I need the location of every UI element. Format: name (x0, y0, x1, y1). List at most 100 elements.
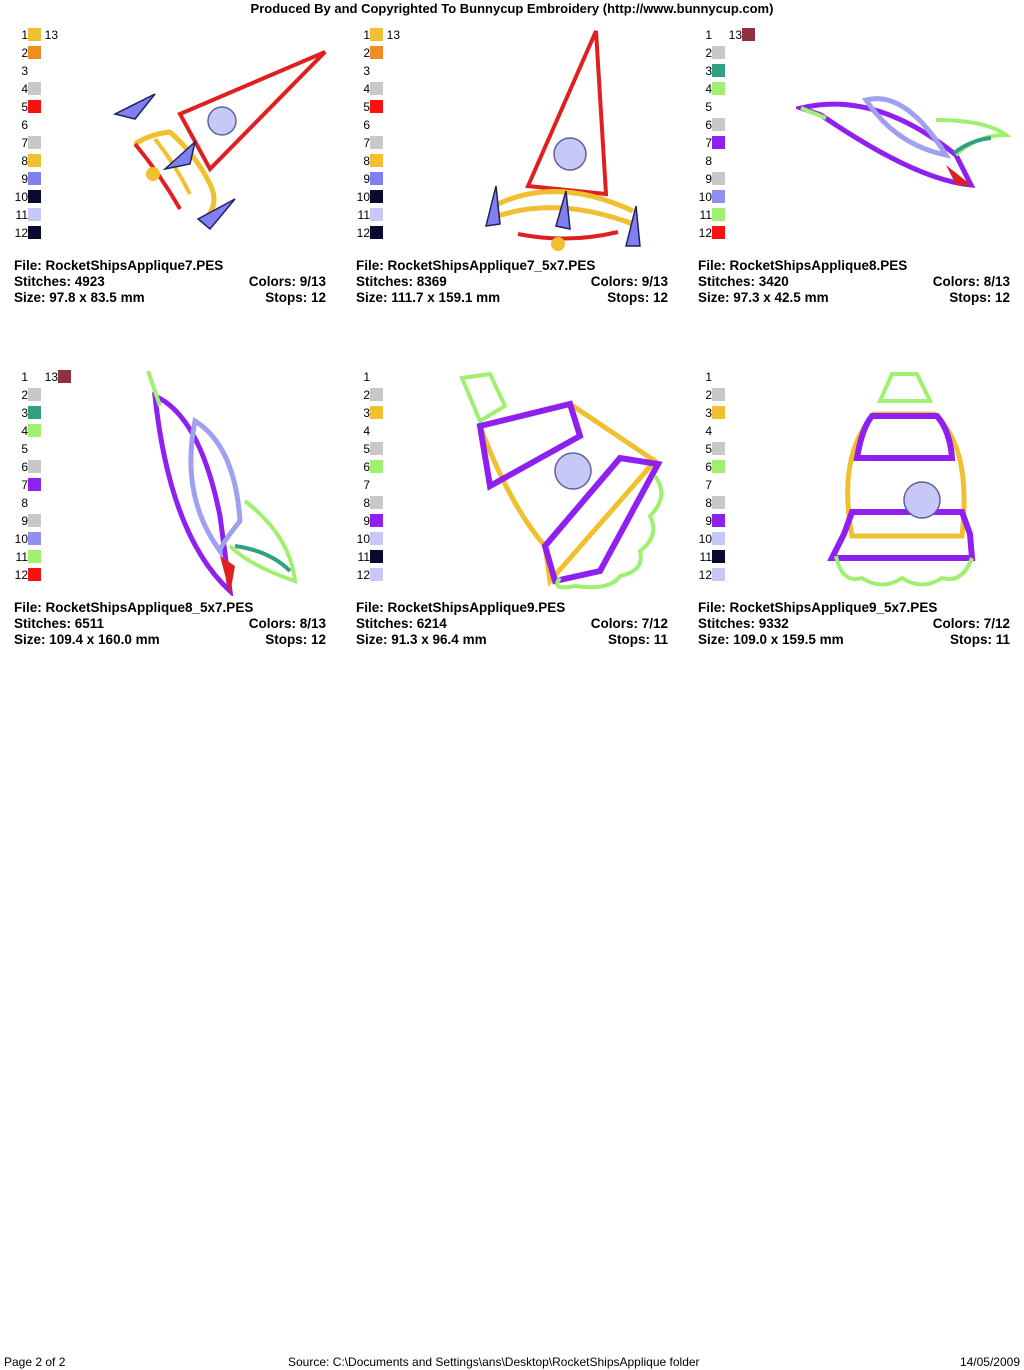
swatch-number: 6 (705, 460, 712, 474)
color-swatch-row: 10 (14, 532, 44, 546)
swatch-number: 1 (21, 370, 28, 384)
color-count: Colors: 8/13 (248, 616, 326, 631)
swatch-color-box (28, 370, 41, 383)
swatch-number: 10 (698, 532, 712, 546)
swatch-number: 5 (363, 100, 370, 114)
swatch-number: 9 (21, 514, 28, 528)
swatch-number: 2 (363, 46, 370, 60)
swatch-color-box (370, 496, 383, 509)
color-swatch-row: 6 (14, 460, 44, 474)
swatch-color-box (742, 28, 755, 41)
file-name: File: RocketShipsApplique9.PES (356, 600, 566, 615)
color-swatch-row: 1 (356, 28, 386, 42)
swatch-number: 13 (44, 370, 58, 384)
swatch-number: 12 (356, 226, 370, 240)
swatch-number: 2 (705, 388, 712, 402)
swatch-color-box (712, 406, 725, 419)
swatch-number: 4 (363, 424, 370, 438)
print-date: 14/05/2009 (959, 1355, 1020, 1369)
swatch-color-box (28, 118, 41, 131)
swatch-color-box (370, 478, 383, 491)
swatch-number: 4 (363, 82, 370, 96)
color-swatch-row: 2 (356, 388, 386, 402)
color-swatch-row: 2 (356, 46, 386, 60)
swatch-number: 5 (705, 442, 712, 456)
swatch-color-box (28, 532, 41, 545)
color-swatch-row: 12 (356, 568, 386, 582)
swatch-number: 2 (21, 46, 28, 60)
swatch-number: 3 (21, 406, 28, 420)
color-count: Colors: 9/13 (248, 274, 326, 289)
design-size: Size: 111.7 x 159.1 mm (356, 290, 501, 305)
swatch-color-box (28, 136, 41, 149)
color-swatch-row: 12 (356, 226, 386, 240)
swatch-number: 9 (705, 514, 712, 528)
swatch-number: 10 (14, 532, 28, 546)
design-card: 1 2 3 4 5 6 7 8 9 10 11 12 13 File: RocketShipsAppliq… (14, 28, 344, 328)
swatch-color-box (712, 226, 725, 239)
swatch-number: 10 (698, 190, 712, 204)
swatch-number: 7 (21, 478, 28, 492)
stitch-count: Stitches: 9332 (698, 616, 789, 631)
swatch-color-box (712, 154, 725, 167)
design-card: 1 2 3 4 5 6 7 8 9 10 11 12 13 File: RocketShipsAppliq… (356, 28, 686, 328)
swatch-color-box (370, 82, 383, 95)
file-name: File: RocketShipsApplique7.PES (14, 258, 224, 273)
swatch-color-box (712, 478, 725, 491)
swatch-color-box (28, 82, 41, 95)
color-swatch-row: 12 (14, 226, 44, 240)
swatch-color-box (712, 172, 725, 185)
color-swatch-row: 8 (14, 154, 44, 168)
design-info: File: RocketShipsApplique7.PES Stitches: … (14, 258, 326, 306)
page-number: Page 2 of 2 (4, 1355, 66, 1369)
color-swatch-row: 7 (356, 478, 386, 492)
swatch-number: 8 (363, 496, 370, 510)
color-swatch-row: 13 (384, 28, 414, 42)
swatch-color-box (28, 442, 41, 455)
color-swatch-row: 4 (698, 424, 728, 438)
design-info: File: RocketShipsApplique9.PES Stitches: … (356, 600, 668, 648)
swatch-color-box (28, 28, 41, 41)
swatch-color-box (370, 568, 383, 581)
stitch-count: Stitches: 3420 (698, 274, 789, 289)
color-swatch-row: 10 (698, 190, 728, 204)
swatch-number: 11 (699, 550, 712, 564)
swatch-color-box (28, 154, 41, 167)
color-swatch-row: 9 (356, 172, 386, 186)
swatch-color-box (712, 82, 725, 95)
swatch-number: 1 (705, 370, 712, 384)
swatch-color-box (28, 208, 41, 221)
swatch-color-box (712, 46, 725, 59)
rocket-sideways-icon (796, 96, 1011, 188)
swatch-number: 7 (705, 478, 712, 492)
color-swatch-row: 7 (14, 136, 44, 150)
swatch-color-box (28, 64, 41, 77)
swatch-number: 10 (14, 190, 28, 204)
stitch-count: Stitches: 8369 (356, 274, 447, 289)
swatch-color-box (28, 46, 41, 59)
swatch-number: 4 (21, 424, 28, 438)
swatch-color-box (370, 100, 383, 113)
swatch-color-box (28, 568, 41, 581)
swatch-number: 8 (21, 496, 28, 510)
file-name: File: RocketShipsApplique7_5x7.PES (356, 258, 596, 273)
file-name: File: RocketShipsApplique9_5x7.PES (698, 600, 938, 615)
design-info: File: RocketShipsApplique8.PES Stitches: … (698, 258, 1010, 306)
swatch-color-box (712, 424, 725, 437)
color-swatch-row: 8 (356, 154, 386, 168)
color-swatch-row: 5 (356, 100, 386, 114)
stop-count: Stops: 12 (607, 290, 668, 305)
swatch-color-box (58, 28, 71, 41)
swatch-color-box (370, 226, 383, 239)
swatch-color-box (712, 532, 725, 545)
color-swatch-row: 2 (14, 388, 44, 402)
swatch-color-box (370, 388, 383, 401)
swatch-color-box (28, 514, 41, 527)
swatch-color-box (712, 190, 725, 203)
rocket-tilted-icon (112, 50, 327, 231)
swatch-number: 9 (21, 172, 28, 186)
swatch-color-box (28, 424, 41, 437)
color-swatch-row: 9 (356, 514, 386, 528)
swatch-number: 6 (705, 118, 712, 132)
swatch-number: 3 (705, 406, 712, 420)
